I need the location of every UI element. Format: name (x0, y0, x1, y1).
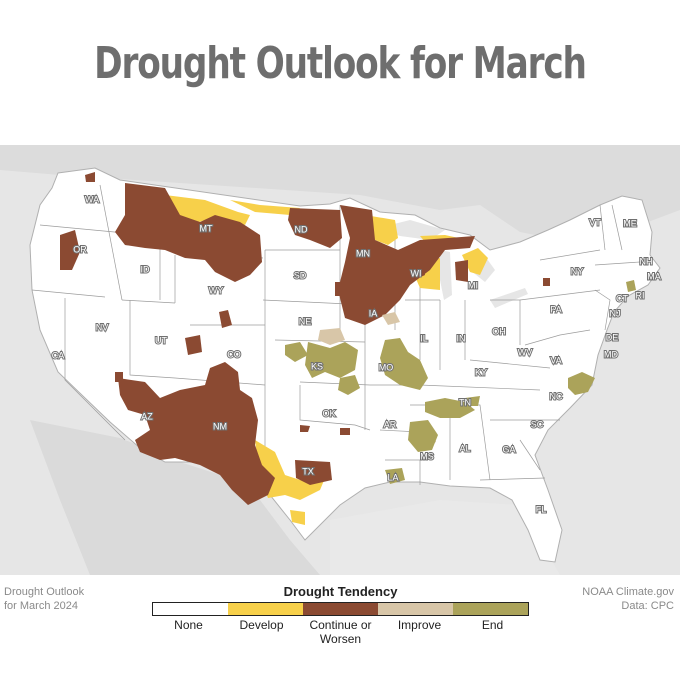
state-label-mn: MN (356, 248, 370, 258)
state-label-mi: MI (468, 280, 478, 290)
state-label-la: LA (387, 472, 398, 482)
state-label-id: ID (141, 264, 151, 274)
state-label-co: CO (227, 349, 241, 359)
gulf-water (330, 500, 560, 575)
state-label-nv: NV (96, 322, 109, 332)
end-areas (285, 280, 636, 484)
legend-color-bar (152, 602, 529, 616)
state-label-oh: OH (492, 326, 506, 336)
state-label-tx: TX (302, 466, 314, 476)
state-label-nc: NC (550, 391, 563, 401)
mexico-land (30, 420, 320, 575)
caption-line-1: Drought Outlook (4, 586, 85, 598)
legend-swatch-end (453, 603, 528, 615)
state-label-al: AL (459, 443, 470, 453)
state-label-ia: IA (369, 308, 378, 318)
legend-swatch-develop (228, 603, 303, 615)
state-label-nm: NM (213, 421, 227, 431)
legend-title: Drought Tendency (283, 584, 398, 599)
state-label-wy: WY (209, 285, 224, 295)
state-label-nh: NH (640, 256, 653, 266)
state-label-de: DE (606, 332, 619, 342)
legend-swatch-none (153, 603, 228, 615)
map-credit: NOAA Climate.gov Data: CPC (582, 585, 674, 613)
state-label-pa: PA (550, 304, 561, 314)
legend-swatch-improve (378, 603, 453, 615)
map-panel: WA OR CA ID NV MT WY UT AZ CO NM ND SD N… (0, 145, 680, 575)
state-label-il: IL (420, 333, 428, 343)
state-label-sc: SC (531, 419, 544, 429)
state-label-nd: ND (295, 224, 308, 234)
state-label-ut: UT (155, 335, 167, 345)
legend-labels: None Develop Continue or Worsen Improve … (152, 618, 529, 646)
state-label-me: ME (623, 218, 637, 228)
state-label-ri: RI (636, 290, 645, 300)
state-label-or: OR (73, 244, 87, 254)
canada-land (0, 145, 680, 240)
legend-label-end: End (481, 618, 504, 632)
lake-michigan (440, 250, 452, 300)
state-label-wi: WI (411, 268, 422, 278)
map-title: Drought Outlook for March (94, 38, 587, 89)
state-label-ne: NE (299, 316, 312, 326)
continue-worsen-areas (60, 172, 550, 505)
state-label-az: AZ (141, 411, 153, 421)
state-label-ky: KY (475, 367, 487, 377)
state-label-wa: WA (85, 194, 99, 204)
state-label-ks: KS (311, 361, 323, 371)
legend-label-continue-worsen: Continue or Worsen (309, 618, 372, 646)
credit-line-2: Data: CPC (621, 600, 674, 612)
legend-swatch-continue-worsen (303, 603, 378, 615)
state-label-fl: FL (536, 504, 547, 514)
state-label-nj: NJ (610, 308, 621, 318)
state-label-wv: WV (518, 347, 533, 357)
state-label-ct: CT (616, 293, 628, 303)
state-label-mt: MT (200, 223, 213, 233)
legend-label-none: None (174, 618, 203, 632)
map-caption: Drought Outlook for March 2024 (4, 585, 84, 613)
state-label-ny: NY (571, 266, 584, 276)
lake-erie (490, 288, 528, 308)
legend-label-improve: Improve (397, 618, 442, 632)
state-label-tn: TN (459, 397, 471, 407)
state-label-md: MD (604, 349, 618, 359)
state-label-sd: SD (294, 270, 307, 280)
state-label-ga: GA (502, 444, 515, 454)
state-label-vt: VT (589, 217, 601, 227)
state-label-ms: MS (420, 451, 434, 461)
caption-line-2: for March 2024 (4, 600, 78, 612)
state-label-mo: MO (379, 362, 394, 372)
us-drought-map: WA OR CA ID NV MT WY UT AZ CO NM ND SD N… (0, 145, 680, 575)
state-label-ar: AR (384, 419, 397, 429)
state-label-ok: OK (322, 408, 335, 418)
state-labels: WA OR CA ID NV MT WY UT AZ CO NM ND SD N… (51, 193, 662, 515)
state-label-ma: MA (647, 271, 661, 281)
state-label-va: VA (550, 355, 561, 365)
legend-label-develop: Develop (239, 618, 284, 632)
state-label-in: IN (457, 333, 466, 343)
credit-line-1: NOAA Climate.gov (582, 586, 674, 598)
state-label-ca: CA (52, 350, 65, 360)
